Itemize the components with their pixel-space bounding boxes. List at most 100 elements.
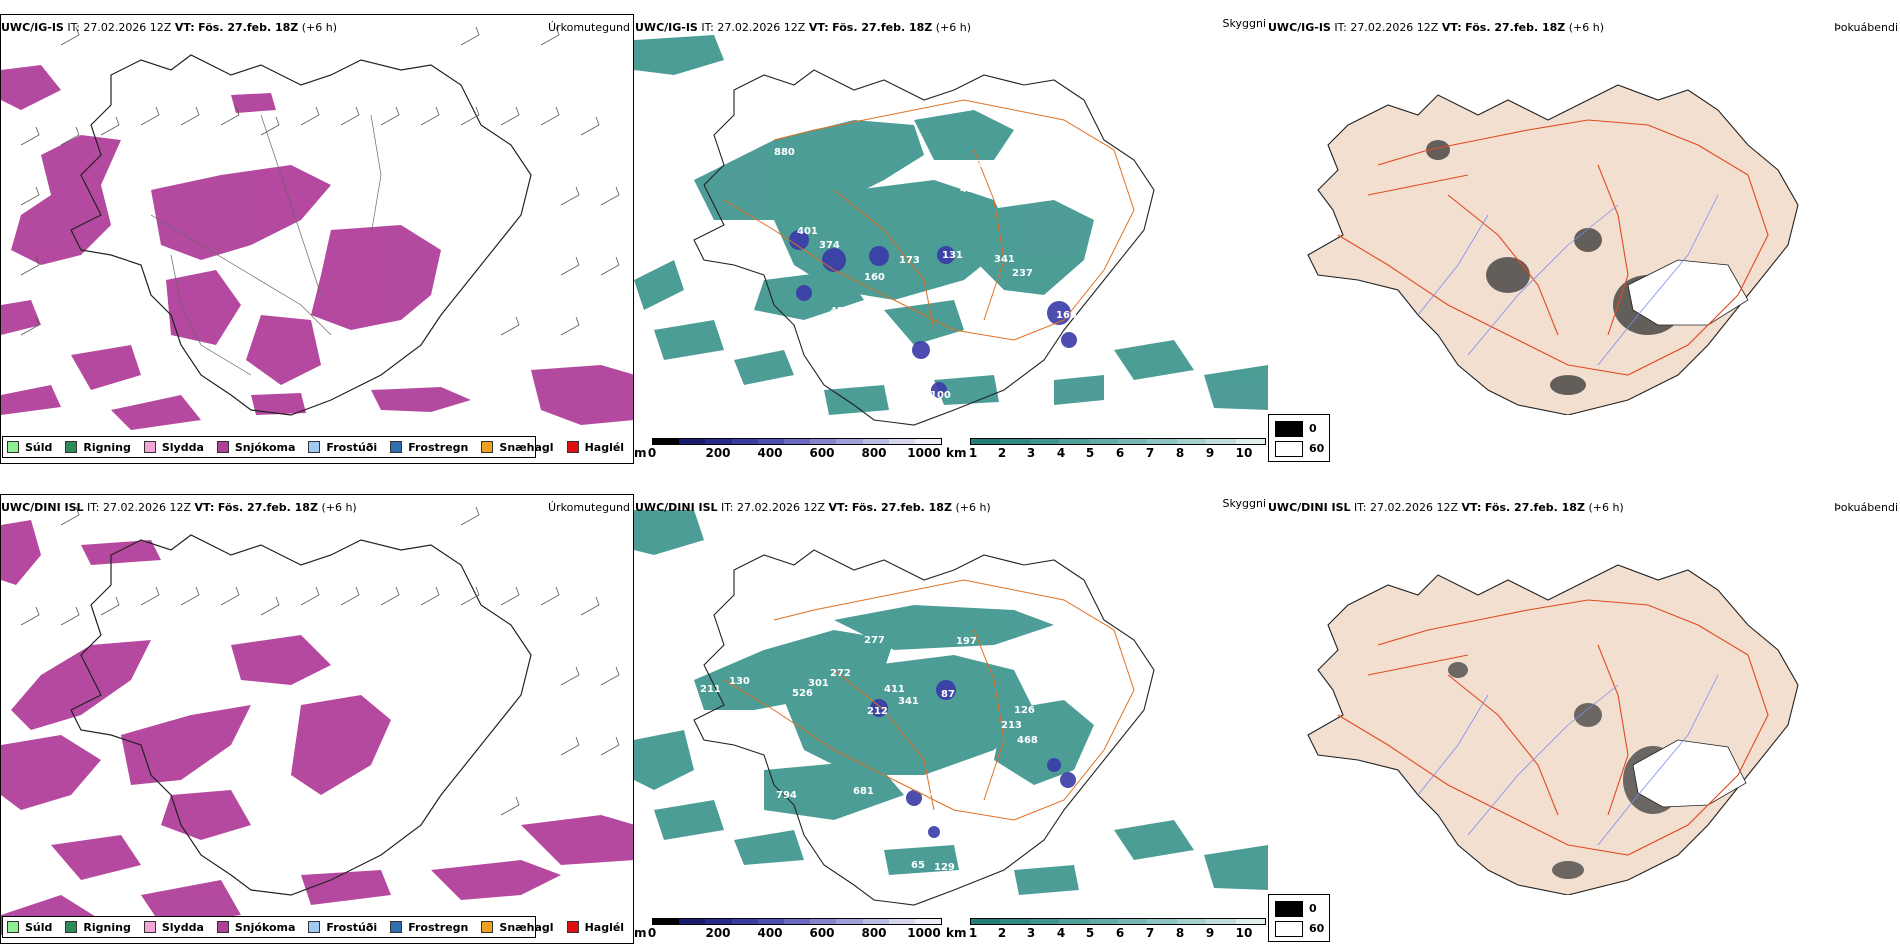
row2-vis-offset: (+6 h) xyxy=(955,501,991,514)
row1-vis-it-value: 27.02.2026 12Z xyxy=(717,21,806,34)
visibility-areas xyxy=(634,510,1268,895)
bar-seg xyxy=(757,919,784,924)
visibility-map: 880 133 374 401 160 173 131 341 237 537 … xyxy=(634,35,1268,426)
map-label: 65 xyxy=(911,860,925,871)
row2-vis-it-value: 27.02.2026 12Z xyxy=(737,501,826,514)
tick: 3 xyxy=(1026,926,1036,940)
bar-seg xyxy=(1118,439,1148,444)
row2-fog-it-label: IT: xyxy=(1354,501,1367,514)
row2-precip-legend: Súld Rigning Slydda Snjókoma Frostúði Fr… xyxy=(2,916,624,938)
tick: 200 xyxy=(705,926,731,940)
map-label: 374 xyxy=(819,240,840,251)
bar-seg xyxy=(679,919,706,924)
row2-precip-title: UWC/DINI ISL IT: 27.02.2026 12Z VT: Fös.… xyxy=(1,501,357,514)
tick: 0 xyxy=(647,926,657,940)
fog-key-label-60: 60 xyxy=(1309,922,1325,935)
bar-seg xyxy=(1029,439,1060,444)
legend-item-frostudi: Frostúði xyxy=(308,441,377,454)
legend-item-frostudi: Frostúði xyxy=(308,921,377,934)
iceland-coast xyxy=(70,54,532,416)
bar-seg xyxy=(1176,919,1207,924)
legend-swatch xyxy=(143,921,156,933)
map-label: 46 xyxy=(930,788,944,799)
map-label: 322 xyxy=(856,306,877,317)
legend-swatch xyxy=(481,921,494,933)
legend-label: Snjókoma xyxy=(234,920,296,934)
map-label: 426 xyxy=(960,184,981,195)
legend-item-slydda: Slydda xyxy=(143,921,204,934)
tick: 1 xyxy=(968,926,978,940)
row1-precip-offset: (+6 h) xyxy=(301,21,338,34)
legend-swatch xyxy=(566,441,579,453)
tick: 1 xyxy=(968,446,978,460)
fog-roads xyxy=(1337,599,1769,856)
bar-seg xyxy=(1088,439,1119,444)
row1-fog-key: 0 60 xyxy=(1268,414,1330,462)
row2-vis-model: UWC/DINI ISL xyxy=(635,501,718,514)
ceiling-labels: 880 133 374 401 160 173 131 341 237 537 … xyxy=(699,147,1077,401)
visibility-panel: 880 133 374 401 160 173 131 341 237 537 … xyxy=(634,30,1268,435)
row2-ceiling-bar: m 0 200 400 600 800 1000 xyxy=(634,918,942,940)
row1-precip-model: UWC/IG-IS xyxy=(1,21,64,34)
visibility-unit: km xyxy=(946,446,967,460)
map-label: 411 xyxy=(884,684,905,695)
legend-label: Súld xyxy=(25,920,53,934)
ceiling-areas xyxy=(789,230,1077,398)
legend-item-snjokoma: Snjókoma xyxy=(216,920,296,934)
legend-swatch xyxy=(143,441,156,453)
legend-label: Snjókoma xyxy=(234,440,296,454)
tick: 5 xyxy=(1085,926,1095,940)
bar-seg xyxy=(971,439,1001,444)
row2-precip-vt-label: VT: xyxy=(194,501,215,514)
row1-precip-it-value: 27.02.2026 12Z xyxy=(83,21,172,34)
ceiling-areas xyxy=(870,680,1076,838)
legend-swatch xyxy=(65,441,78,453)
tick: 800 xyxy=(861,446,887,460)
row1-precip-vt-value: Fös. 27.feb. 18Z xyxy=(198,21,299,34)
fog-land xyxy=(1307,564,1799,895)
map-label: 341 xyxy=(994,254,1015,265)
row1-fog-model: UWC/IG-IS xyxy=(1268,21,1331,34)
map-label: 341 xyxy=(898,696,919,707)
legend-item-haglel: Haglél xyxy=(566,921,624,934)
row1-precip-title: UWC/IG-IS IT: 27.02.2026 12Z VT: Fös. 27… xyxy=(1,21,337,34)
legend-item-suld: Súld xyxy=(7,921,52,934)
tick: 2 xyxy=(997,926,1007,940)
row2-visibility-title: Skyggni xyxy=(1222,497,1266,510)
row1-vis-title: UWC/IG-IS IT: 27.02.2026 12Z VT: Fös. 27… xyxy=(635,21,971,34)
bar-seg xyxy=(1059,439,1089,444)
map-label: 129 xyxy=(934,862,955,873)
bar-seg xyxy=(731,439,758,444)
map-label: 425 xyxy=(830,306,851,317)
tick: 400 xyxy=(757,926,783,940)
fog-panel xyxy=(1268,35,1900,415)
row2-vis-title: UWC/DINI ISL IT: 27.02.2026 12Z VT: Fös.… xyxy=(635,501,991,514)
fog-key-label-0: 0 xyxy=(1309,902,1317,915)
map-label: 880 xyxy=(774,147,795,158)
bar-seg xyxy=(1059,919,1089,924)
fog-map xyxy=(1307,564,1799,895)
legend-label: Snæhagl xyxy=(499,440,554,454)
row2-precip-offset: (+6 h) xyxy=(321,501,357,514)
bar-seg xyxy=(783,919,811,924)
tick: 7 xyxy=(1145,926,1155,940)
inland-lines xyxy=(150,114,382,376)
bar-seg xyxy=(705,919,732,924)
map-label: 100 xyxy=(930,390,951,401)
map-label: 173 xyxy=(899,255,920,266)
row1-fog-title: UWC/IG-IS IT: 27.02.2026 12Z VT: Fös. 27… xyxy=(1268,21,1604,34)
legend-swatch xyxy=(7,441,19,453)
legend-item-suld: Súld xyxy=(7,441,52,454)
legend-label: Rigning xyxy=(83,920,131,934)
bar-seg xyxy=(888,919,915,924)
fog-rivers xyxy=(1417,674,1719,846)
precip-map xyxy=(1,506,633,935)
map-label: 133 xyxy=(699,244,720,255)
bar-seg xyxy=(731,919,758,924)
row2-fog-vt-value: Fös. 27.feb. 18Z xyxy=(1484,501,1585,514)
map-label: 87 xyxy=(941,689,955,700)
map-label: 537 xyxy=(931,170,952,181)
bar-seg xyxy=(1235,919,1266,924)
row2-precip-type-title: Úrkomutegund xyxy=(548,501,630,514)
row2-fog-vt-label: VT: xyxy=(1461,501,1482,514)
